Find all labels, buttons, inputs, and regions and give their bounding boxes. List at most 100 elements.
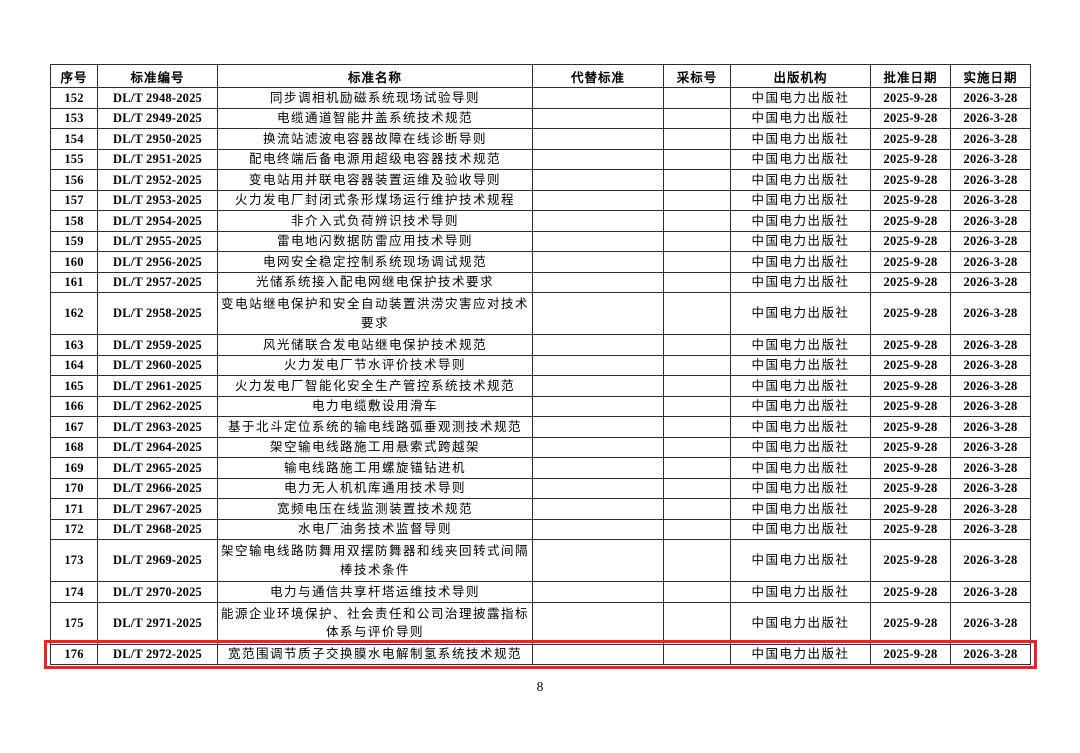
cell-implemented: 2026-3-28	[950, 148, 1031, 170]
table-row: 172 DL/T 2968-2025 水电厂油务技术监督导则 中国电力出版社 2025-…	[50, 518, 1031, 540]
cell-adopted	[663, 354, 731, 376]
cell-publisher: 中国电力出版社	[730, 107, 871, 129]
cell-implemented: 2026-3-28	[950, 643, 1031, 665]
table-row: 167 DL/T 2963-2025 基于北斗定位系统的输电线路弧垂观测技术规范 中国…	[50, 416, 1031, 438]
cell-code: DL/T 2956-2025	[97, 251, 218, 273]
cell-implemented: 2026-3-28	[950, 375, 1031, 397]
col-header-adopted: 采标号	[663, 64, 731, 88]
cell-replaces	[532, 539, 664, 582]
cell-implemented: 2026-3-28	[950, 518, 1031, 540]
cell-implemented: 2026-3-28	[950, 457, 1031, 479]
table-row: 174 DL/T 2970-2025 电力与通信共享杆塔运维技术导则 中国电力出版社 2…	[50, 581, 1031, 603]
cell-index: 170	[50, 477, 98, 499]
cell-approved: 2025-9-28	[870, 643, 951, 665]
cell-adopted	[663, 436, 731, 458]
cell-replaces	[532, 107, 664, 129]
cell-index: 156	[50, 169, 98, 191]
cell-publisher: 中国电力出版社	[730, 148, 871, 170]
cell-replaces	[532, 354, 664, 376]
cell-implemented: 2026-3-28	[950, 601, 1031, 645]
cell-name: 架空输电线路施工用悬索式跨越架	[217, 436, 533, 458]
cell-index: 162	[50, 292, 98, 335]
cell-name: 换流站滤波电容器故障在线诊断导则	[217, 128, 533, 150]
cell-approved: 2025-9-28	[870, 375, 951, 397]
cell-implemented: 2026-3-28	[950, 334, 1031, 356]
cell-index: 159	[50, 230, 98, 252]
cell-implemented: 2026-3-28	[950, 271, 1031, 293]
cell-name: 电力电缆敷设用滑车	[217, 395, 533, 417]
cell-implemented: 2026-3-28	[950, 539, 1031, 582]
cell-code: DL/T 2951-2025	[97, 148, 218, 170]
cell-publisher: 中国电力出版社	[730, 271, 871, 293]
cell-index: 169	[50, 457, 98, 479]
table-row: 170 DL/T 2966-2025 电力无人机机库通用技术导则 中国电力出版社 202…	[50, 477, 1031, 499]
standards-table-container: 序号 标准编号 标准名称 代替标准 采标号 出版机构 批准日期 实施日期 152…	[50, 64, 1031, 665]
cell-code: DL/T 2955-2025	[97, 230, 218, 252]
cell-adopted	[663, 230, 731, 252]
col-header-index: 序号	[50, 64, 98, 88]
cell-replaces	[532, 251, 664, 273]
cell-replaces	[532, 601, 664, 645]
cell-publisher: 中国电力出版社	[730, 375, 871, 397]
cell-publisher: 中国电力出版社	[730, 477, 871, 499]
cell-implemented: 2026-3-28	[950, 210, 1031, 232]
cell-index: 154	[50, 128, 98, 150]
cell-publisher: 中国电力出版社	[730, 518, 871, 540]
cell-code: DL/T 2968-2025	[97, 518, 218, 540]
cell-name: 能源企业环境保护、社会责任和公司治理披露指标 体系与评价导则	[217, 601, 533, 645]
cell-name: 电力与通信共享杆塔运维技术导则	[217, 581, 533, 603]
cell-replaces	[532, 457, 664, 479]
cell-name: 电力无人机机库通用技术导则	[217, 477, 533, 499]
cell-publisher: 中国电力出版社	[730, 601, 871, 645]
cell-index: 174	[50, 581, 98, 603]
cell-name: 变电站用并联电容器装置运维及验收导则	[217, 169, 533, 191]
cell-index: 173	[50, 539, 98, 582]
table-row: 164 DL/T 2960-2025 火力发电厂节水评价技术导则 中国电力出版社 202…	[50, 354, 1031, 376]
cell-replaces	[532, 518, 664, 540]
cell-code: DL/T 2953-2025	[97, 189, 218, 211]
cell-adopted	[663, 375, 731, 397]
cell-publisher: 中国电力出版社	[730, 292, 871, 335]
cell-code: DL/T 2963-2025	[97, 416, 218, 438]
cell-adopted	[663, 87, 731, 109]
table-row: 169 DL/T 2965-2025 输电线路施工用螺旋锚钻进机 中国电力出版社 202…	[50, 457, 1031, 479]
cell-publisher: 中国电力出版社	[730, 128, 871, 150]
table-row: 155 DL/T 2951-2025 配电终端后备电源用超级电容器技术规范 中国电力出…	[50, 148, 1031, 170]
col-header-code: 标准编号	[97, 64, 218, 88]
cell-publisher: 中国电力出版社	[730, 581, 871, 603]
cell-publisher: 中国电力出版社	[730, 334, 871, 356]
cell-approved: 2025-9-28	[870, 416, 951, 438]
cell-approved: 2025-9-28	[870, 251, 951, 273]
table-row: 158 DL/T 2954-2025 非介入式负荷辨识技术导则 中国电力出版社 2025…	[50, 210, 1031, 232]
cell-index: 157	[50, 189, 98, 211]
cell-implemented: 2026-3-28	[950, 251, 1031, 273]
cell-publisher: 中国电力出版社	[730, 498, 871, 520]
cell-implemented: 2026-3-28	[950, 354, 1031, 376]
cell-approved: 2025-9-28	[870, 148, 951, 170]
table-row: 154 DL/T 2950-2025 换流站滤波电容器故障在线诊断导则 中国电力出版社…	[50, 128, 1031, 150]
cell-replaces	[532, 395, 664, 417]
cell-name: 火力发电厂节水评价技术导则	[217, 354, 533, 376]
cell-approved: 2025-9-28	[870, 169, 951, 191]
cell-code: DL/T 2952-2025	[97, 169, 218, 191]
cell-implemented: 2026-3-28	[950, 107, 1031, 129]
cell-index: 164	[50, 354, 98, 376]
cell-replaces	[532, 87, 664, 109]
cell-name: 风光储联合发电站继电保护技术规范	[217, 334, 533, 356]
cell-adopted	[663, 581, 731, 603]
table-row: 152 DL/T 2948-2025 同步调相机励磁系统现场试验导则 中国电力出版社 2…	[50, 87, 1031, 109]
cell-name: 宽频电压在线监测装置技术规范	[217, 498, 533, 520]
cell-name: 火力发电厂智能化安全生产管控系统技术规范	[217, 375, 533, 397]
cell-publisher: 中国电力出版社	[730, 251, 871, 273]
table-row-highlighted: 176 DL/T 2972-2025 宽范围调节质子交换膜水电解制氢系统技术规范 中国…	[50, 643, 1031, 665]
cell-adopted	[663, 601, 731, 645]
cell-replaces	[532, 292, 664, 335]
cell-approved: 2025-9-28	[870, 498, 951, 520]
cell-index: 155	[50, 148, 98, 170]
cell-adopted	[663, 251, 731, 273]
cell-adopted	[663, 457, 731, 479]
cell-replaces	[532, 643, 664, 665]
cell-code: DL/T 2964-2025	[97, 436, 218, 458]
cell-code: DL/T 2962-2025	[97, 395, 218, 417]
cell-code: DL/T 2966-2025	[97, 477, 218, 499]
